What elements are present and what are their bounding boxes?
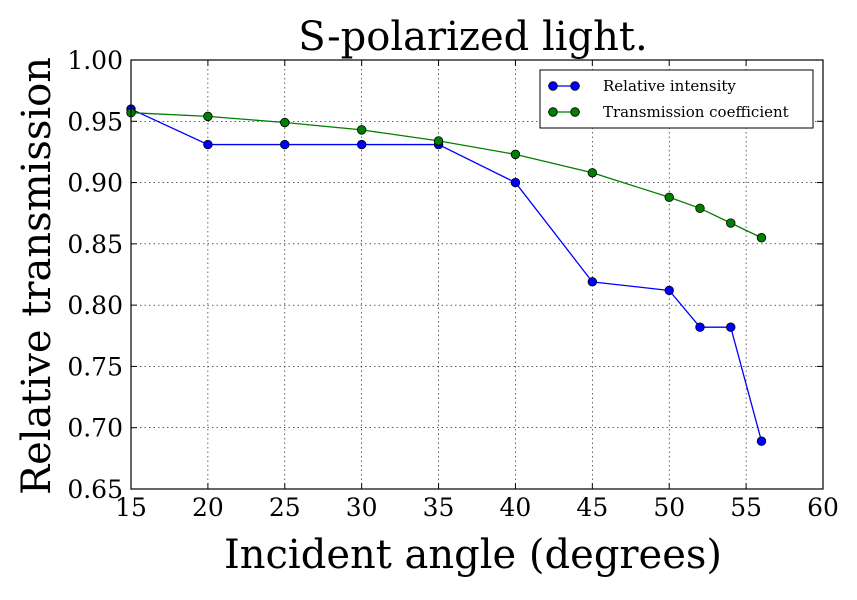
- plot-area-frame: [130, 59, 824, 490]
- data-point: [356, 139, 367, 150]
- legend-label: Transmission coefficient: [603, 103, 789, 121]
- data-point: [203, 139, 213, 150]
- x-tick-label: 45: [576, 493, 608, 522]
- x-axis-label: Incident angle (degrees): [224, 532, 722, 578]
- x-tick-label: 30: [346, 493, 378, 522]
- data-point: [726, 322, 736, 332]
- axis-ticks: 15 20 25 30 35 40 45 50 55 60 0.65 0.70 0.75 0.80 0.85…: [67, 46, 839, 522]
- x-tick-label: 20: [192, 493, 224, 522]
- data-point: [695, 322, 705, 332]
- data-point: [756, 233, 767, 243]
- data-point: [664, 285, 674, 296]
- legend-marker: [548, 107, 558, 117]
- x-tick-label: 15: [115, 493, 147, 522]
- y-tick-label: 0.75: [67, 352, 123, 381]
- legend: Relative intensity Transmission coefficie…: [539, 69, 814, 129]
- y-axis-label: Relative transmission: [14, 57, 60, 495]
- x-tick-label: 25: [269, 493, 301, 522]
- series-1: [126, 104, 767, 446]
- legend-label: Relative intensity: [603, 77, 736, 95]
- legend-marker: [570, 107, 580, 117]
- y-tick-label: 0.90: [67, 169, 123, 198]
- data-point: [356, 125, 367, 135]
- x-tick-label: 50: [653, 493, 685, 522]
- x-tick-label: 60: [807, 493, 839, 522]
- x-tick-label: 40: [500, 493, 532, 522]
- legend-marker: [548, 81, 558, 91]
- y-tick-label: 0.65: [67, 475, 123, 504]
- y-tick-label: 1.00: [67, 46, 123, 75]
- data-point: [695, 203, 705, 214]
- x-tick-label: 35: [423, 493, 455, 522]
- data-point: [203, 111, 213, 122]
- data-point: [280, 117, 290, 128]
- x-tick-label: 55: [730, 493, 762, 522]
- data-point: [756, 436, 767, 446]
- legend-marker: [570, 81, 580, 91]
- y-tick-label: 0.70: [67, 414, 123, 443]
- data-point: [510, 149, 521, 160]
- data-point: [726, 218, 736, 228]
- series-line: [130, 108, 763, 442]
- plot-series: [126, 104, 767, 446]
- y-tick-label: 0.80: [67, 291, 123, 320]
- data-point: [433, 136, 444, 146]
- series-line: [130, 112, 762, 239]
- data-point: [587, 277, 598, 287]
- data-point: [587, 168, 598, 178]
- data-point: [510, 177, 521, 188]
- data-point: [664, 192, 674, 202]
- legend-box: [539, 69, 814, 129]
- y-tick-label: 0.95: [67, 107, 123, 136]
- chart-title: S-polarized light.: [298, 14, 647, 60]
- y-tick-label: 0.85: [67, 230, 123, 259]
- data-point: [280, 139, 290, 150]
